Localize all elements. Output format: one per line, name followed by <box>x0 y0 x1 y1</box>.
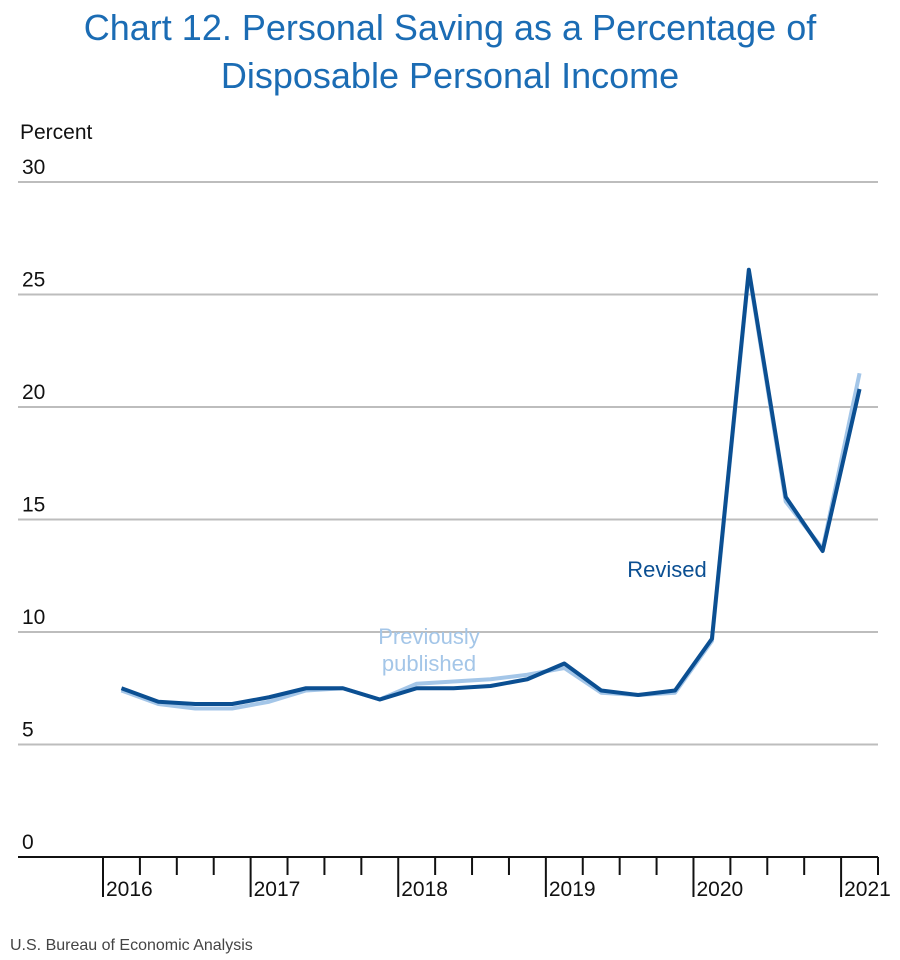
source: U.S. Bureau of Economic Analysis <box>10 937 253 954</box>
line <box>120 267 862 706</box>
y-tick-label: 0 <box>22 831 34 854</box>
x-tick-label: 2021 <box>844 878 891 901</box>
chart-title: Chart 12. Personal Saving as a Percentag… <box>83 7 817 96</box>
series-label: Previously published <box>378 624 480 676</box>
y-tick-label: 15 <box>22 494 45 517</box>
series-label: Revised <box>627 557 707 582</box>
x-tick-label: 2016 <box>106 878 153 901</box>
y-tick-label: 30 <box>22 156 45 179</box>
x-tick-label: 2019 <box>549 878 596 901</box>
y-axis-label: Percent <box>20 121 93 144</box>
y-tick-label: 20 <box>22 381 45 404</box>
y-tick-label: 10 <box>22 606 45 629</box>
y-tick-label: 25 <box>22 269 45 292</box>
x-tick-label: 2017 <box>254 878 301 901</box>
x-tick-label: 2020 <box>696 878 743 901</box>
x-tick-label: 2018 <box>401 878 448 901</box>
y-tick-label: 5 <box>22 719 34 742</box>
